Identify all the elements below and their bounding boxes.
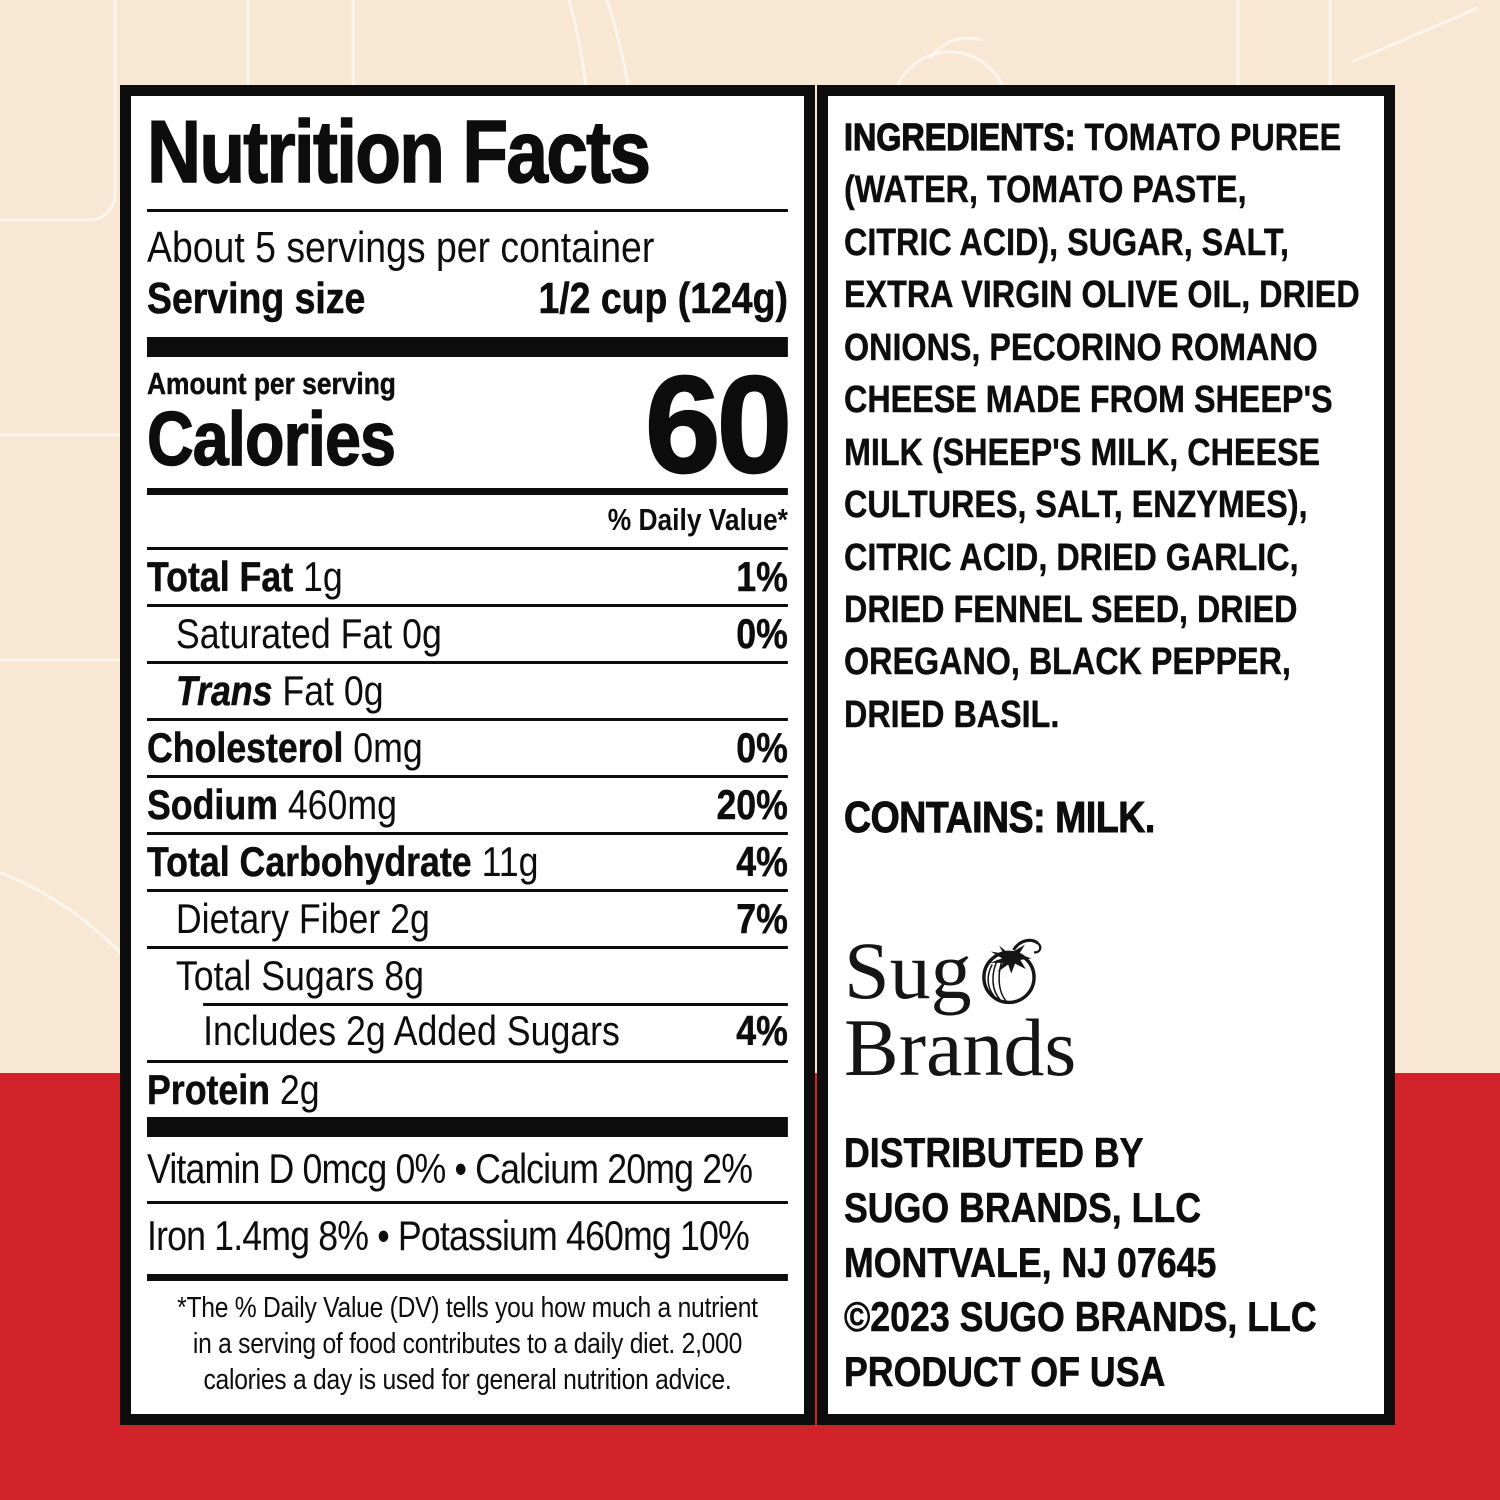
nutrient-amount: Total Sugars 8g — [175, 951, 424, 999]
nutrient-amount: 11g — [471, 837, 539, 885]
nutrient-row-protein: Protein 2g — [147, 1059, 788, 1117]
serving-size-label: Serving size — [147, 274, 366, 324]
nutrient-amount: Includes 2g Added Sugars — [203, 1007, 620, 1055]
distributor-line: DISTRIBUTED BY — [844, 1129, 1144, 1177]
micronutrient-row-vitamin-d-calcium: Vitamin D 0mcg 0% • Calcium 20mg 2% — [147, 1144, 753, 1192]
ingredients-paragraph: INGREDIENTS: TOMATO PUREE (WATER, TOMATO… — [843, 112, 1368, 741]
nutrient-amount: Fat 0g — [272, 666, 384, 714]
tomato-icon — [981, 939, 1041, 1005]
nutrient-row-total-fat: Total Fat 1g 1% — [147, 546, 788, 604]
nutrient-name: Protein — [147, 1065, 270, 1113]
distributor-line: ©2023 SUGO BRANDS, LLC — [844, 1293, 1317, 1341]
ingredients-text: TOMATO PUREE (WATER, TOMATO PASTE, CITRI… — [844, 117, 1360, 736]
nutrient-amount: 0mg — [343, 723, 423, 771]
nutrient-row-sodium: Sodium 460mg 20% — [147, 774, 788, 832]
distributor-block: DISTRIBUTED BY SUGO BRANDS, LLC MONTVALE… — [844, 1126, 1368, 1399]
nutrient-dv: 0% — [736, 609, 788, 657]
brand-logo: Sug Brands — [844, 925, 1368, 1094]
nutrient-dv: 4% — [736, 837, 788, 885]
amount-per-serving-label: Amount per serving — [147, 366, 396, 402]
nutrient-row-saturated-fat: Saturated Fat 0g 0% — [147, 603, 788, 661]
nutrient-row-total-sugars: Total Sugars 8g — [147, 945, 788, 1003]
nutrient-amount: Dietary Fiber 2g — [175, 894, 430, 942]
nutrient-amount: 460mg — [277, 780, 397, 828]
nutrient-row-added-sugars: Includes 2g Added Sugars 4% — [147, 1002, 788, 1060]
nutrient-amount: Saturated Fat 0g — [175, 609, 442, 657]
serving-size-row: Serving size 1/2 cup (124g) — [147, 273, 788, 325]
nutrient-dv: 20% — [716, 780, 788, 828]
logo-text-brands: Brands — [844, 1002, 1077, 1094]
nutrient-name: Trans — [175, 666, 273, 714]
distributor-line: PRODUCT OF USA — [844, 1347, 1166, 1395]
nutrient-name: Total Fat — [147, 552, 294, 600]
calories-block: Amount per serving Calories 60 — [146, 347, 792, 502]
calories-label: Calories — [146, 396, 396, 482]
divider — [147, 487, 788, 495]
micronutrient-row-iron-potassium: Iron 1.4mg 8% • Potassium 460mg 10% — [147, 1201, 788, 1268]
nutrient-dv: 4% — [736, 1007, 788, 1055]
servings-per-container: About 5 servings per container — [147, 222, 655, 272]
nutrient-amount: 1g — [293, 552, 343, 600]
divider — [147, 1274, 788, 1282]
section-bar — [147, 1116, 788, 1137]
allergen-statement: CONTAINS: MILK. — [844, 793, 1156, 843]
daily-value-header: % Daily Value* — [607, 501, 788, 537]
nutrient-dv: 0% — [736, 723, 788, 771]
ingredients-label: INGREDIENTS: — [843, 116, 1076, 159]
nutrient-amount: 2g — [269, 1065, 320, 1113]
logo-text-sug: Sug — [844, 925, 972, 1017]
section-bar — [147, 337, 788, 358]
nutrient-row-cholesterol: Cholesterol 0mg 0% — [147, 717, 788, 775]
daily-value-footnote: *The % Daily Value (DV) tells you how mu… — [177, 1292, 758, 1397]
divider — [147, 208, 788, 212]
distributor-line: SUGO BRANDS, LLC — [844, 1183, 1202, 1232]
calories-value: 60 — [643, 347, 792, 502]
distributor-line: MONTVALE, NJ 07645 — [844, 1238, 1217, 1286]
nutrient-dv: 1% — [736, 552, 788, 600]
nutrient-name: Sodium — [147, 780, 278, 828]
serving-size-value: 1/2 cup (124g) — [538, 274, 788, 324]
nutrition-facts-panel: Nutrition Facts About 5 servings per con… — [120, 85, 815, 1425]
nutrient-name: Total Carbohydrate — [147, 837, 472, 885]
nutrient-row-total-carbohydrate: Total Carbohydrate 11g 4% — [147, 831, 788, 889]
nutrient-row-dietary-fiber: Dietary Fiber 2g 7% — [147, 888, 788, 946]
nutrient-dv: 7% — [736, 894, 788, 942]
nutrient-row-trans-fat: Trans Fat 0g — [147, 660, 788, 718]
nutrient-name: Cholesterol — [147, 723, 344, 771]
nutrition-facts-title: Nutrition Facts — [146, 102, 651, 201]
ingredients-panel: INGREDIENTS: TOMATO PUREE (WATER, TOMATO… — [817, 85, 1395, 1425]
